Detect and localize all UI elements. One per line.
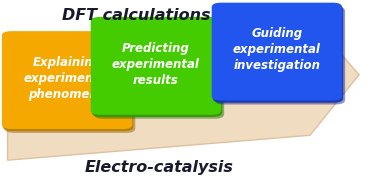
Polygon shape	[8, 18, 359, 160]
FancyBboxPatch shape	[94, 21, 224, 119]
FancyBboxPatch shape	[212, 3, 342, 101]
FancyBboxPatch shape	[215, 7, 345, 104]
Text: Guiding
experimental
investigation: Guiding experimental investigation	[233, 27, 321, 72]
Text: Electro-catalysis: Electro-catalysis	[84, 160, 233, 175]
FancyBboxPatch shape	[91, 17, 221, 115]
FancyBboxPatch shape	[213, 5, 343, 103]
FancyBboxPatch shape	[2, 31, 132, 129]
Text: DFT calculations: DFT calculations	[62, 8, 210, 23]
Text: Explaining
experimental
phenomena: Explaining experimental phenomena	[23, 56, 111, 101]
Text: Predicting
experimental
results: Predicting experimental results	[112, 42, 200, 87]
FancyBboxPatch shape	[5, 35, 135, 133]
FancyBboxPatch shape	[92, 19, 222, 117]
FancyBboxPatch shape	[3, 33, 133, 131]
